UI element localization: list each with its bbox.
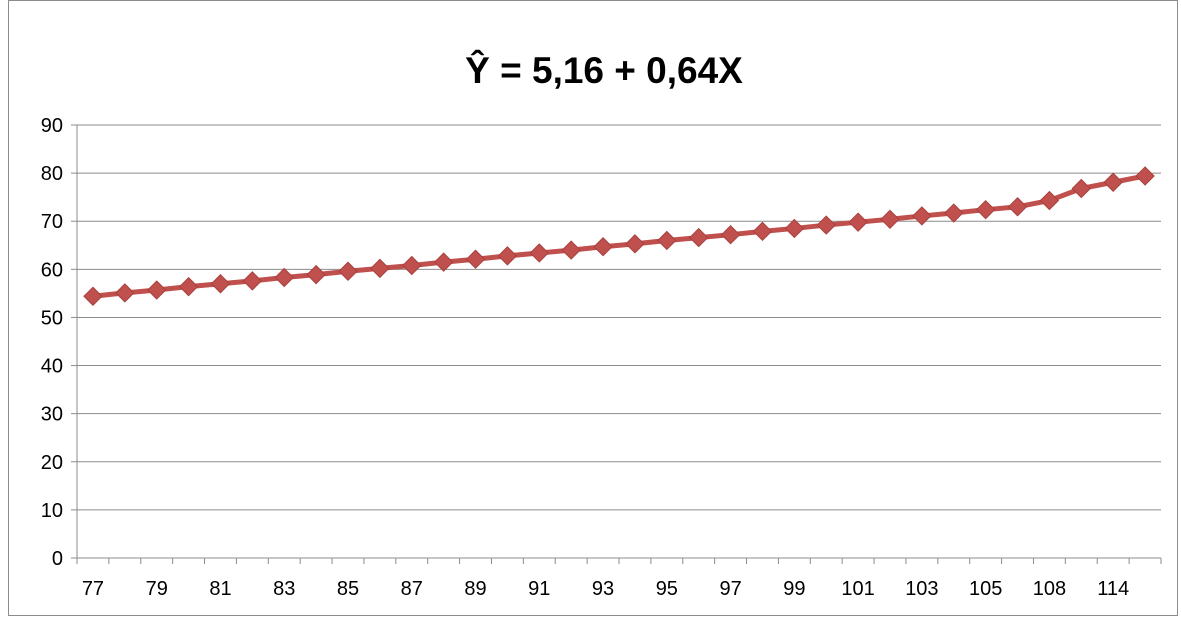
data-point-marker [338,261,358,281]
data-point-marker [210,274,231,294]
y-tick-label: 60 [41,259,63,281]
data-point-marker [1039,190,1060,211]
y-tick-label: 70 [41,211,63,233]
y-axis-tick-labels: 0 10 20 30 40 50 60 70 80 90 [41,115,63,570]
data-point-marker [625,234,645,254]
data-point-marker [1007,197,1028,217]
x-tick-label: 101 [841,578,874,600]
data-point-marker [912,206,932,226]
x-tick-label: 77 [82,578,104,600]
data-series [83,166,1155,306]
x-tick-label: 85 [337,578,359,600]
chart-frame [8,0,1178,616]
y-tick-label: 20 [41,452,63,474]
x-tick-label: 91 [528,578,550,600]
data-point-marker [497,246,518,266]
y-tick-label: 10 [41,500,63,522]
x-tick-label: 79 [146,578,168,600]
series-line [90,173,1148,299]
x-tick-label: 105 [969,578,1002,600]
data-point-marker [593,237,613,257]
data-point-marker [848,212,868,232]
x-tick-label: 95 [656,578,678,600]
y-tick-label: 40 [41,356,63,378]
data-point-marker [178,276,199,297]
data-point-marker [880,209,900,230]
y-tick-label: 90 [41,115,63,137]
data-point-marker [688,227,709,248]
x-tick-label: 99 [783,578,805,600]
data-point-marker [657,230,677,251]
data-point-marker [274,267,294,288]
data-point-marker [1103,172,1123,192]
data-point-marker [1135,166,1155,186]
data-point-marker [1071,178,1092,199]
data-point-marker [370,258,390,279]
y-tick-label: 30 [41,404,63,426]
x-tick-label: 93 [592,578,614,600]
data-point-marker [242,271,263,291]
y-tick-label: 0 [52,548,63,570]
x-tick-label: 89 [464,578,486,600]
x-tick-label: 83 [273,578,295,600]
data-point-marker [944,203,964,223]
x-tick-label: 81 [209,578,231,600]
data-point-marker [83,286,103,306]
data-point-marker [306,264,326,285]
y-tick-label: 80 [41,163,63,185]
data-point-marker [752,221,773,242]
data-point-marker [561,240,581,260]
x-axis-tick-labels: 77 79 81 83 85 87 89 91 93 95 97 99 101 103 105 108 114 [82,578,1129,600]
axes [71,124,1162,564]
data-point-marker [529,243,550,263]
data-point-marker [402,255,422,276]
y-tick-label: 50 [41,307,63,329]
data-point-marker [816,215,836,235]
data-point-marker [784,218,805,239]
x-tick-label: 87 [401,578,423,600]
data-point-marker [433,252,454,272]
data-point-marker [115,283,135,303]
gridlines [77,124,1161,511]
x-tick-label: 103 [905,578,938,600]
data-point-marker [720,224,741,245]
data-point-marker [975,199,996,220]
x-tick-label: 114 [1097,578,1129,600]
x-tick-label: 108 [1033,578,1066,600]
data-point-marker [146,280,167,300]
x-tick-label: 97 [719,578,741,600]
chart-title: Ŷ = 5,16 + 0,64X [465,49,743,91]
data-point-marker [465,249,486,269]
